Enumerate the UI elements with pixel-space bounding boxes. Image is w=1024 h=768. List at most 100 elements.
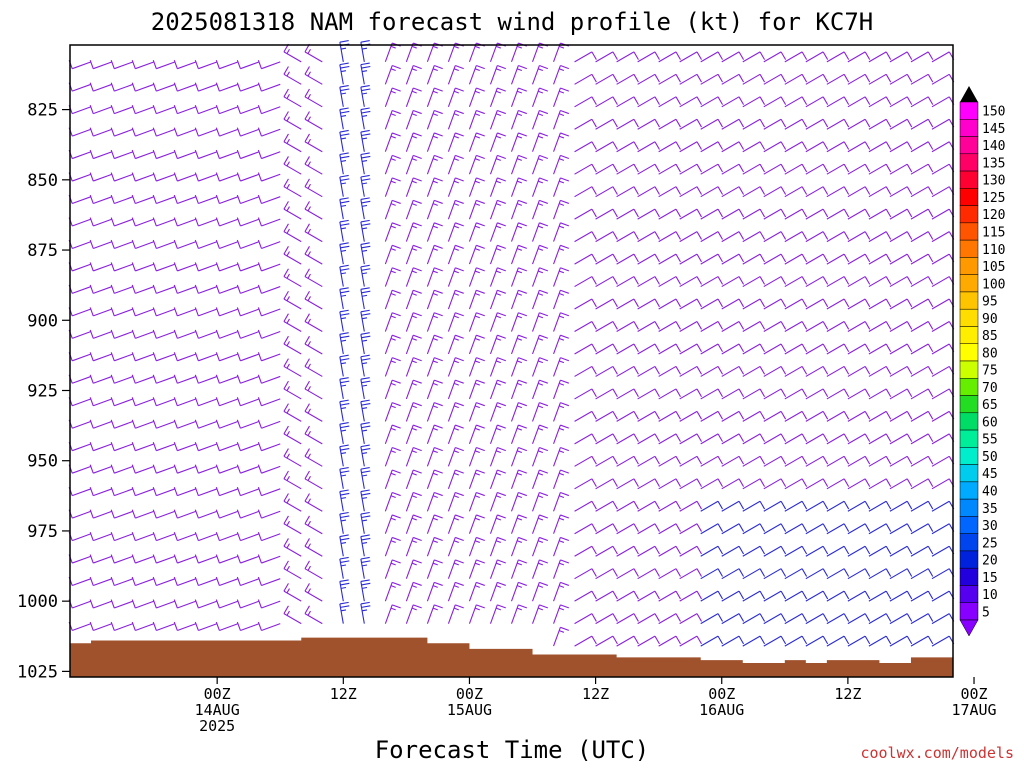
wind-barb xyxy=(89,374,113,384)
wind-barb xyxy=(405,491,422,512)
wind-barb xyxy=(532,177,549,197)
wind-barb xyxy=(910,343,934,355)
wind-barb xyxy=(510,379,527,400)
wind-barb xyxy=(304,403,323,422)
wind-barb xyxy=(447,447,464,467)
wind-barb xyxy=(68,576,92,587)
wind-barb xyxy=(131,194,155,205)
wind-barb xyxy=(553,65,570,85)
wind-barb xyxy=(553,469,570,489)
wind-barb xyxy=(173,442,197,452)
wind-barb xyxy=(173,621,197,631)
wind-barb xyxy=(784,253,808,265)
wind-barb xyxy=(283,223,302,243)
wind-barb xyxy=(595,276,618,288)
wind-barb xyxy=(489,109,506,130)
x-tick-label: 00Z xyxy=(708,685,735,703)
colorbar-swatch xyxy=(959,567,979,586)
wind-barb xyxy=(910,635,934,647)
wind-barb xyxy=(847,96,871,108)
wind-barb xyxy=(742,635,766,647)
wind-barb xyxy=(784,455,808,467)
wind-barb xyxy=(637,118,660,130)
colorbar-label: 35 xyxy=(982,502,998,517)
wind-barb xyxy=(700,613,724,625)
wind-barb xyxy=(489,491,506,512)
wind-barb xyxy=(910,51,934,63)
wind-barb xyxy=(447,581,464,602)
wind-barb xyxy=(532,379,549,400)
wind-barb xyxy=(110,397,134,407)
colorbar-swatch xyxy=(959,481,979,500)
wind-barb xyxy=(700,455,724,467)
wind-barb xyxy=(574,321,597,332)
y-tick-label: 925 xyxy=(27,381,58,401)
wind-barb xyxy=(489,132,506,152)
credit-text: coolwx.com/models xyxy=(860,744,1014,762)
wind-barb xyxy=(489,222,506,242)
wind-barb xyxy=(763,276,787,288)
wind-barb xyxy=(826,343,850,355)
colorbar-label: 65 xyxy=(982,398,998,413)
wind-barb xyxy=(931,276,955,288)
wind-barb xyxy=(742,545,766,557)
wind-barb xyxy=(384,424,401,445)
wind-barb xyxy=(931,321,955,332)
wind-barb xyxy=(931,298,955,310)
wind-barb xyxy=(553,559,570,579)
wind-barb xyxy=(532,491,549,512)
wind-barb xyxy=(784,208,808,220)
wind-barb xyxy=(426,469,443,489)
wind-barb xyxy=(152,82,176,92)
wind-barb xyxy=(679,410,702,422)
wind-barb xyxy=(595,590,618,602)
wind-barb xyxy=(360,197,371,220)
wind-barb xyxy=(215,239,239,249)
wind-barb xyxy=(742,73,766,85)
wind-barb xyxy=(236,329,260,339)
wind-barb xyxy=(553,132,570,152)
wind-barb xyxy=(131,284,155,294)
wind-barb xyxy=(304,515,323,535)
wind-barb xyxy=(553,536,570,557)
wind-barb xyxy=(384,559,401,579)
wind-barb xyxy=(931,365,955,377)
colorbar-label: 125 xyxy=(982,191,1005,206)
colorbar-label: 150 xyxy=(982,105,1005,120)
wind-barb xyxy=(405,514,422,534)
wind-barb xyxy=(236,554,260,564)
wind-barb xyxy=(931,388,955,400)
wind-barb xyxy=(595,478,618,490)
wind-barb xyxy=(360,107,371,130)
wind-barb xyxy=(152,352,176,362)
wind-barb xyxy=(194,262,218,272)
wind-barb xyxy=(700,568,724,580)
wind-barb xyxy=(868,500,892,512)
wind-barb xyxy=(257,599,281,609)
wind-barb xyxy=(447,514,464,534)
wind-barb xyxy=(384,177,401,197)
wind-barb xyxy=(304,178,323,198)
wind-barb xyxy=(173,374,197,384)
wind-barb xyxy=(679,613,702,625)
wind-barb xyxy=(236,60,260,70)
wind-barb xyxy=(574,590,597,602)
wind-barb xyxy=(489,514,506,534)
wind-barb xyxy=(637,298,660,310)
x-tick-label: 00Z xyxy=(960,685,987,703)
wind-barb xyxy=(616,208,639,220)
wind-barb xyxy=(173,509,197,519)
y-tick-label: 1025 xyxy=(17,662,58,682)
wind-barb xyxy=(889,410,913,422)
wind-barb xyxy=(304,133,323,153)
wind-barb xyxy=(405,604,422,624)
x-tick-label: 00Z xyxy=(204,685,231,703)
colorbar-swatch xyxy=(959,222,979,241)
wind-barb xyxy=(405,65,422,85)
wind-barb xyxy=(360,377,371,400)
wind-barb xyxy=(700,186,724,198)
wind-barb xyxy=(679,73,702,85)
wind-barb xyxy=(339,309,350,332)
wind-barb xyxy=(679,321,702,332)
wind-barb xyxy=(339,242,350,265)
